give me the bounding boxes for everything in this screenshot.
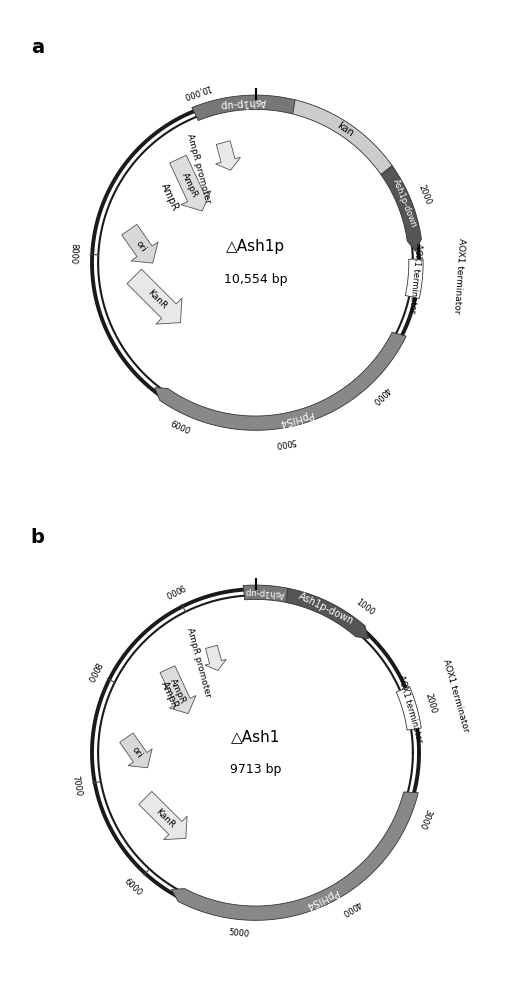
Text: kan: kan <box>335 121 356 139</box>
Text: AOX1 terminator: AOX1 terminator <box>396 674 424 744</box>
Polygon shape <box>205 645 226 671</box>
Polygon shape <box>120 733 152 768</box>
Polygon shape <box>405 259 423 299</box>
Text: AmpR: AmpR <box>168 677 188 705</box>
Text: AmpR promoter: AmpR promoter <box>184 133 212 205</box>
Polygon shape <box>381 166 422 251</box>
Text: 2000: 2000 <box>416 184 432 207</box>
Text: AmpR promoter: AmpR promoter <box>184 627 212 699</box>
Text: 4000: 4000 <box>340 898 362 917</box>
Polygon shape <box>155 332 406 430</box>
Text: 6000: 6000 <box>122 877 144 898</box>
Polygon shape <box>160 666 196 714</box>
Text: 5000: 5000 <box>274 436 296 448</box>
Text: 8000: 8000 <box>84 660 102 683</box>
Text: ori: ori <box>130 745 144 760</box>
Text: Ash1p-down: Ash1p-down <box>296 591 355 626</box>
Polygon shape <box>172 792 419 920</box>
Text: 4000: 4000 <box>370 384 391 405</box>
Text: Ash1p-up: Ash1p-up <box>220 96 267 109</box>
Text: ori: ori <box>134 239 148 254</box>
Text: 8000: 8000 <box>69 243 79 264</box>
Polygon shape <box>170 155 211 211</box>
Polygon shape <box>397 686 421 730</box>
Text: 9000: 9000 <box>163 581 186 599</box>
Text: KanR: KanR <box>154 807 177 830</box>
Text: 1000: 1000 <box>354 598 376 617</box>
Polygon shape <box>192 95 304 121</box>
Text: △Ash1p: △Ash1p <box>226 239 285 254</box>
Text: PpHIS4: PpHIS4 <box>304 887 339 911</box>
Text: b: b <box>31 528 44 547</box>
Polygon shape <box>122 224 158 263</box>
Polygon shape <box>216 141 241 170</box>
Text: 2000: 2000 <box>423 692 438 714</box>
Text: a: a <box>31 38 44 57</box>
Text: AOX1 terminator: AOX1 terminator <box>407 243 423 313</box>
Text: AmpR: AmpR <box>180 171 200 199</box>
Polygon shape <box>127 269 182 324</box>
Text: △Ash1: △Ash1 <box>231 729 280 744</box>
Text: AOX1 terminator: AOX1 terminator <box>442 658 471 733</box>
Polygon shape <box>286 588 368 639</box>
Text: AOX1 terminator: AOX1 terminator <box>452 238 467 314</box>
Text: 5000: 5000 <box>228 928 249 939</box>
Text: KanR: KanR <box>146 288 169 311</box>
Text: AmpR: AmpR <box>159 680 180 711</box>
Polygon shape <box>293 100 392 179</box>
Text: 10,554 bp: 10,554 bp <box>224 273 287 286</box>
Polygon shape <box>243 585 297 602</box>
Text: 3000: 3000 <box>417 807 433 830</box>
Text: 9713 bp: 9713 bp <box>230 763 281 776</box>
Text: Ash1p-up: Ash1p-up <box>245 587 285 598</box>
Text: PpHIS4: PpHIS4 <box>278 409 314 427</box>
Text: 7000: 7000 <box>71 775 83 797</box>
Text: 6000: 6000 <box>168 420 191 437</box>
Text: 10,000: 10,000 <box>181 82 212 100</box>
Text: Ash1p-down: Ash1p-down <box>391 177 419 229</box>
Text: AmpR: AmpR <box>159 182 180 213</box>
Polygon shape <box>139 791 187 840</box>
